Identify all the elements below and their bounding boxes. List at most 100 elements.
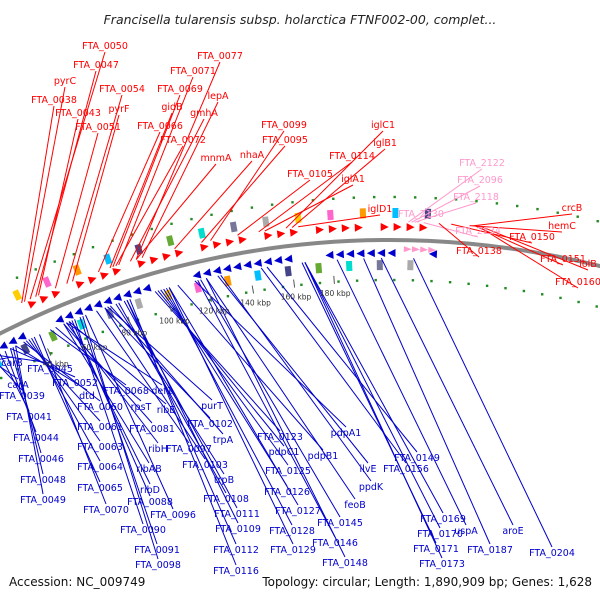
- gene-label[interactable]: FTA_0116: [213, 566, 259, 577]
- gene-label[interactable]: FTA_0068: [103, 386, 149, 397]
- gene-label[interactable]: FTA_0187: [467, 545, 513, 556]
- gene-label[interactable]: FTA_0066: [137, 121, 183, 132]
- gene-label[interactable]: aroE: [502, 526, 523, 537]
- gene-label[interactable]: FTA_0064: [77, 462, 123, 473]
- gene-label[interactable]: FTA_0041: [6, 412, 52, 423]
- gene-label[interactable]: crcB: [562, 203, 583, 214]
- gene-label[interactable]: nhaA: [240, 150, 265, 161]
- gene-label[interactable]: FTA_0123: [257, 432, 303, 443]
- gene-label[interactable]: FTA_2130: [398, 209, 444, 220]
- gene-label[interactable]: FTA_0039: [0, 391, 45, 402]
- gene-label[interactable]: FTA_0081: [129, 424, 175, 435]
- gene-label[interactable]: FTA_2122: [459, 158, 505, 169]
- gene-label[interactable]: FTA_0047: [73, 60, 119, 71]
- gene-label[interactable]: FTA_0049: [20, 495, 66, 506]
- gene-label[interactable]: purT: [201, 401, 223, 412]
- gene-label[interactable]: FTA_0126: [264, 487, 310, 498]
- gene-label[interactable]: FTA_0054: [99, 84, 145, 95]
- gene-label[interactable]: pyrC: [54, 76, 77, 87]
- gene-label[interactable]: iglD1: [368, 204, 393, 215]
- gene-label[interactable]: ppdK: [359, 482, 384, 493]
- gene-label[interactable]: FTA_0052: [52, 378, 98, 389]
- gene-label[interactable]: FTA_0105: [287, 169, 333, 180]
- gene-label[interactable]: FTA_0145: [317, 518, 363, 529]
- gene-label[interactable]: ribD: [140, 485, 160, 496]
- gene-label[interactable]: FTA_0043: [55, 108, 101, 119]
- gene-label[interactable]: iglB1: [373, 138, 397, 149]
- gene-label[interactable]: FTA_0129: [270, 545, 316, 556]
- gene-label[interactable]: FTA_0051: [75, 122, 121, 133]
- gene-label[interactable]: FTA_0099: [261, 120, 307, 131]
- gene-label[interactable]: FTA_0061: [77, 422, 123, 433]
- gene-label[interactable]: ilvE: [360, 464, 377, 475]
- gene-label[interactable]: FTA_0160: [555, 277, 600, 288]
- gene-label[interactable]: trpB: [214, 475, 234, 486]
- gene-label[interactable]: FTA_0148: [322, 558, 368, 569]
- gene-label[interactable]: ribH: [148, 444, 168, 455]
- gene-label[interactable]: FTA_0063: [77, 442, 123, 453]
- gene-label[interactable]: uspA: [454, 526, 478, 537]
- gene-label[interactable]: feoB: [344, 500, 366, 511]
- gene-label[interactable]: FTA_0072: [160, 135, 206, 146]
- gene-label[interactable]: FTA_0125: [265, 466, 311, 477]
- gene-label[interactable]: ribAB: [136, 464, 162, 475]
- gene-label[interactable]: FTA_0069: [157, 84, 203, 95]
- gene-label[interactable]: iglA1: [341, 174, 365, 185]
- gene-label[interactable]: iglC1: [371, 120, 395, 131]
- gene-label[interactable]: FTA_0090: [120, 525, 166, 536]
- gene-label[interactable]: ribE: [157, 405, 176, 416]
- gene-label[interactable]: FTA_0149: [394, 453, 440, 464]
- gene-label[interactable]: pdpA1: [331, 428, 362, 439]
- gene-label[interactable]: FTA_0060: [77, 402, 123, 413]
- gene-label[interactable]: FTA_0103: [182, 460, 228, 471]
- gene-label[interactable]: FTA_0050: [82, 41, 128, 52]
- gene-label[interactable]: FTA_0128: [269, 526, 315, 537]
- gene-label[interactable]: hemC: [548, 221, 576, 232]
- gene-label[interactable]: FTA_0109: [215, 524, 261, 535]
- gene-label[interactable]: carA: [7, 380, 29, 391]
- gene-label[interactable]: FTA_0156: [383, 464, 429, 475]
- gene-label[interactable]: rpsT: [131, 402, 152, 413]
- gene-label[interactable]: FTA_2118: [453, 192, 499, 203]
- gene-label[interactable]: FTA_0046: [18, 454, 64, 465]
- gene-label[interactable]: FTA_0045: [27, 364, 73, 375]
- gene-label[interactable]: dtd: [79, 391, 95, 402]
- gene-label[interactable]: FTA_0088: [127, 497, 173, 508]
- gene-label[interactable]: FTA_0170: [417, 529, 463, 540]
- gene-label[interactable]: FTA_0070: [83, 505, 129, 516]
- gene-label[interactable]: FTA_2134: [455, 226, 501, 237]
- gene-label[interactable]: pdpB1: [308, 451, 339, 462]
- gene-label[interactable]: FTA_0150: [509, 232, 555, 243]
- gene-label[interactable]: lepA: [207, 91, 229, 102]
- gene-label[interactable]: FTA_0169: [420, 514, 466, 525]
- gene-label[interactable]: FTA_2096: [457, 175, 503, 186]
- gene-label[interactable]: FTA_0077: [197, 51, 243, 62]
- gene-label[interactable]: FTA_0102: [187, 419, 233, 430]
- gene-label[interactable]: def1: [151, 386, 172, 397]
- gene-label[interactable]: FTA_0114: [329, 151, 375, 162]
- gene-label[interactable]: FTA_0111: [214, 509, 260, 520]
- gene-label[interactable]: FTA_0098: [135, 560, 181, 571]
- gene-label[interactable]: FTA_0171: [413, 544, 459, 555]
- gene-label[interactable]: FTA_0127: [275, 506, 321, 517]
- gene-label[interactable]: FTA_0044: [13, 433, 59, 444]
- gene-label[interactable]: FTA_0038: [31, 95, 77, 106]
- gene-label[interactable]: FTA_0173: [419, 559, 465, 570]
- gene-label[interactable]: FTA_0091: [134, 545, 180, 556]
- gene-label[interactable]: carB: [1, 358, 22, 369]
- gene-label[interactable]: gmhA: [190, 108, 218, 119]
- gene-label[interactable]: gidB: [161, 102, 182, 113]
- gene-label[interactable]: FTA_0065: [77, 483, 123, 494]
- gene-label[interactable]: FTA_0146: [312, 538, 358, 549]
- gene-label[interactable]: FTA_0112: [213, 545, 259, 556]
- gene-label[interactable]: pyrF: [108, 104, 129, 115]
- gene-label[interactable]: pdpC1: [269, 447, 300, 458]
- gene-label[interactable]: FTA_0151: [540, 254, 586, 265]
- gene-label[interactable]: FTA_0096: [150, 510, 196, 521]
- gene-label[interactable]: FTA_0095: [262, 135, 308, 146]
- gene-label[interactable]: FTA_0204: [529, 548, 575, 559]
- gene-label[interactable]: FTA_0097: [166, 444, 212, 455]
- gene-label[interactable]: lolB: [579, 259, 597, 270]
- gene-label[interactable]: FTA_0048: [20, 475, 66, 486]
- gene-label[interactable]: FTA_0108: [203, 494, 249, 505]
